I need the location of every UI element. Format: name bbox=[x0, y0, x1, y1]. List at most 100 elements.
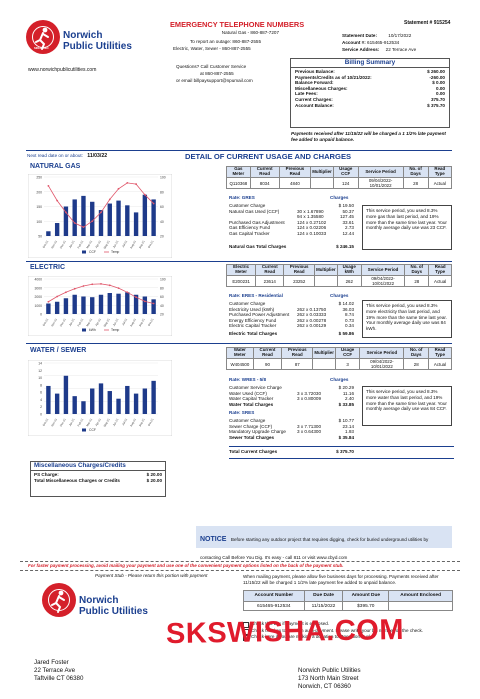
chart-point bbox=[82, 285, 85, 287]
chart-point bbox=[56, 199, 59, 202]
legend-label: CCF bbox=[89, 428, 96, 432]
questions-email[interactable]: or email billpaysupport@npumail.com bbox=[176, 78, 253, 83]
charge-calc: 262 x 0.00278 bbox=[297, 317, 327, 323]
x-tick-label: Jul-21 bbox=[121, 317, 128, 326]
table-header: Water Meter bbox=[226, 347, 254, 359]
chart-bar bbox=[90, 297, 95, 314]
remit-street: 173 North Main Street bbox=[298, 675, 359, 682]
charge-amount: 127.45 bbox=[339, 214, 354, 220]
y-tick-label: 6 bbox=[40, 391, 42, 395]
chart-point bbox=[135, 296, 137, 299]
charge-name: Purchased Gas Adjustment bbox=[229, 219, 285, 225]
table-header: Usage kWh bbox=[336, 264, 362, 276]
charge-line: Energy Efficiency Fund 262 x 0.00278 0.73 bbox=[229, 318, 354, 324]
water-charges-heading: Charges bbox=[330, 377, 349, 382]
chart-point bbox=[91, 283, 94, 286]
chart-point bbox=[152, 302, 155, 305]
gas-charges-heading: Charges bbox=[330, 195, 349, 200]
tear-line-bottom bbox=[20, 570, 460, 571]
x-tick-label: Sep-21 bbox=[138, 239, 146, 249]
chart-point bbox=[108, 284, 111, 287]
table-header: Amount Due bbox=[342, 590, 390, 602]
sewer-charges-list: Customer Charge $ 10.77 Sewer Charge (CCF)… bbox=[229, 418, 354, 435]
y2-tick-label: 60 bbox=[160, 295, 164, 299]
chart-point bbox=[117, 287, 120, 289]
brand-name-line2: Public Utilities bbox=[63, 41, 132, 52]
check-payment-label: Check this box if payment is enclosed. bbox=[251, 621, 330, 626]
charge-name: Gas Capital Tracker bbox=[229, 230, 270, 236]
charge-line: Customer Charge $ 19.50 bbox=[229, 203, 354, 209]
late-fee-note: Payments received after 11/15/22 will be… bbox=[291, 131, 446, 142]
checkbox-donation[interactable] bbox=[243, 635, 249, 641]
stub-checkboxes: Check this box if payment is enclosed. C… bbox=[243, 621, 453, 641]
y2-tick-label: 100 bbox=[160, 176, 166, 180]
charge-line: 94 x 1.35580 127.45 bbox=[229, 214, 354, 220]
table-header: Service Period bbox=[360, 264, 406, 276]
checkbox-autopay[interactable] bbox=[243, 628, 249, 635]
chart-bar bbox=[133, 212, 139, 236]
charge-amount: 50.37 bbox=[342, 208, 355, 214]
x-tick-label: Jul-21 bbox=[121, 239, 128, 248]
charge-amount: 23.14 bbox=[342, 423, 355, 429]
legend-label: CCF bbox=[89, 250, 96, 254]
table-cell: 3 bbox=[334, 358, 361, 370]
x-tick-label: Oct-21 bbox=[147, 317, 155, 327]
charge-line: Gas Efficiency Fund 124 x 0.02206 2.73 bbox=[229, 225, 354, 231]
gas-charges-list: Customer Charge $ 19.50 Natural Gas Used (… bbox=[229, 203, 354, 237]
gas-usage-note: This service period, you used 8.3% more … bbox=[362, 205, 452, 250]
billing-summary-label: Miscellaneous Charges: bbox=[295, 85, 348, 91]
chart-point bbox=[135, 183, 137, 185]
table-cell: 262 bbox=[336, 275, 362, 287]
brand-name-line1: Norwich bbox=[63, 30, 103, 41]
chart-bar bbox=[107, 203, 112, 236]
billing-summary-value: $ 260.00 bbox=[427, 69, 445, 74]
table-cell: 09/04/2022-10/01/2022 bbox=[357, 177, 404, 189]
electric-usage-note: This service period, you used 8.3% more … bbox=[362, 300, 452, 338]
charge-amount: $ 10.77 bbox=[338, 418, 354, 423]
charge-calc: 3 x 7.71300 bbox=[297, 423, 322, 429]
x-tick-label: Jan-21 bbox=[68, 239, 76, 249]
billing-summary-box: Billing Summary Previous Balance: $ 260.0… bbox=[290, 58, 450, 128]
chart-point bbox=[82, 226, 85, 229]
charge-calc: 262 x 0.03333 bbox=[297, 312, 327, 318]
account-label: Account #: bbox=[342, 40, 366, 45]
charge-name: Electricity Used (kWh) bbox=[229, 306, 275, 312]
sewer-total: $ 35.84 bbox=[338, 435, 354, 440]
x-tick-label: Oct-21 bbox=[42, 317, 50, 327]
billing-summary-row: Payments/Credits as of 10/21/2022: -260.0… bbox=[295, 75, 445, 81]
emergency-gas: Natural Gas - 860-887-7207 bbox=[221, 30, 279, 35]
charge-name: Water Used (CCF) bbox=[229, 390, 267, 396]
sewer-rate: Rate: SRES bbox=[229, 410, 255, 415]
x-tick-label: Oct-21 bbox=[147, 417, 155, 427]
charge-name: Electric Capital Tracker bbox=[229, 323, 277, 329]
sewer-total-label: Sewer Total Charges bbox=[229, 435, 275, 440]
tear-note: For faster payment processing, avoid mai… bbox=[28, 563, 344, 568]
account-number: 615465-912534 bbox=[367, 40, 400, 45]
chart-bar bbox=[81, 401, 86, 414]
charge-name: Customer Charge bbox=[229, 418, 266, 423]
chart-bar bbox=[151, 199, 156, 236]
billing-summary-title: Billing Summary bbox=[291, 59, 449, 68]
table-cell: 124 bbox=[332, 177, 359, 189]
next-read-date: 11/03/22 bbox=[87, 153, 108, 159]
chart-point bbox=[56, 295, 59, 298]
table-header: Current Read bbox=[249, 166, 280, 178]
chart-bar bbox=[90, 388, 95, 414]
table-cell: E200231 bbox=[225, 275, 257, 287]
table-header: Read Type bbox=[428, 264, 452, 276]
checkbox-payment-enclosed[interactable] bbox=[243, 622, 249, 628]
chart-point bbox=[47, 184, 50, 187]
legend-label: kWh bbox=[89, 328, 96, 332]
x-tick-label: Jun-21 bbox=[112, 317, 120, 327]
chart-bar bbox=[125, 385, 130, 414]
charge-line: Gas Capital Tracker 124 x 0.10033 12.44 bbox=[229, 231, 354, 237]
y-tick-label: 0 bbox=[40, 413, 42, 417]
charge-amount: 11.16 bbox=[342, 390, 354, 396]
table-header: No. of Days bbox=[404, 264, 430, 276]
charge-calc: 3 x 0.80009 bbox=[297, 396, 322, 402]
x-tick-label: Mar-21 bbox=[85, 417, 93, 427]
company-website[interactable]: www.norwichpublicutilities.com bbox=[28, 67, 97, 73]
water-charges-list: Customer Service Charge $ 20.29 Water Used… bbox=[229, 385, 354, 402]
charge-amount: $ 14.02 bbox=[338, 301, 354, 306]
